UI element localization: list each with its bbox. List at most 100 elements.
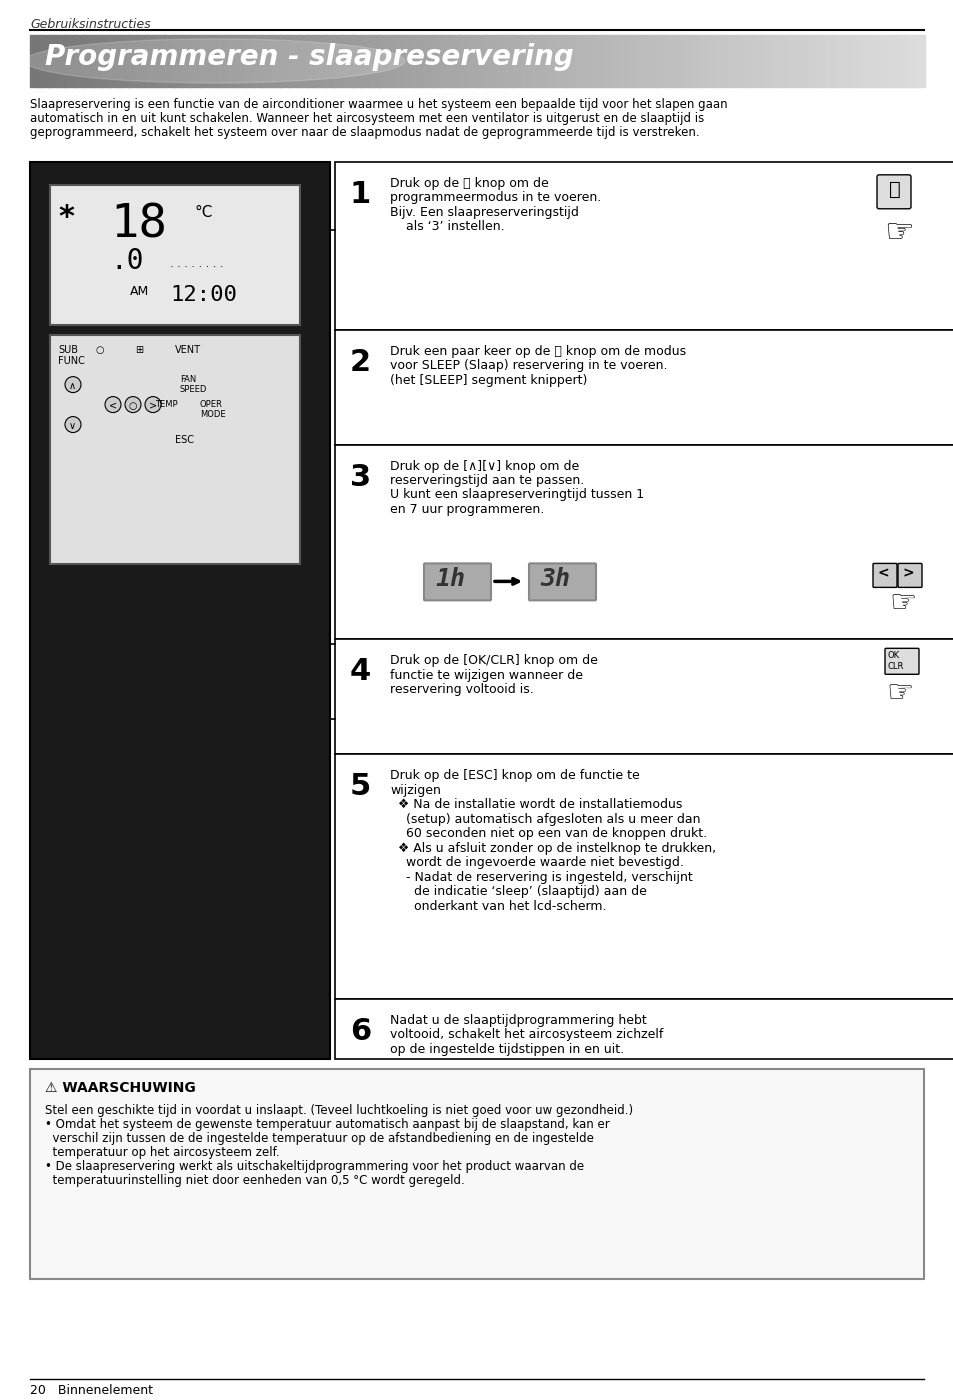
- Text: 4: 4: [350, 658, 371, 686]
- Bar: [468, 35, 477, 87]
- Bar: [744, 35, 755, 87]
- Bar: [530, 35, 540, 87]
- Text: voor SLEEP (Slaap) reservering in te voeren.: voor SLEEP (Slaap) reservering in te voe…: [390, 360, 667, 372]
- Bar: [503, 35, 514, 87]
- Text: ☞: ☞: [888, 589, 916, 619]
- Bar: [914, 35, 924, 87]
- Bar: [209, 35, 218, 87]
- Bar: [199, 35, 210, 87]
- Bar: [593, 35, 602, 87]
- Bar: [512, 35, 522, 87]
- Bar: [30, 162, 330, 1058]
- Text: ☞: ☞: [883, 217, 913, 249]
- Text: >: >: [149, 400, 157, 410]
- Bar: [655, 35, 665, 87]
- Bar: [664, 35, 674, 87]
- Text: 2: 2: [350, 347, 371, 377]
- Bar: [289, 35, 299, 87]
- Text: Slaapreservering is een functie van de airconditioner waarmee u het systeem een : Slaapreservering is een functie van de a…: [30, 98, 727, 111]
- Bar: [164, 35, 173, 87]
- Text: 5: 5: [350, 773, 371, 801]
- Text: ⚠ WAARSCHUWING: ⚠ WAARSCHUWING: [45, 1081, 195, 1095]
- Bar: [235, 35, 245, 87]
- Text: <: <: [109, 400, 117, 410]
- Bar: [315, 35, 326, 87]
- Bar: [824, 35, 835, 87]
- Text: FAN
SPEED: FAN SPEED: [180, 375, 207, 393]
- Text: SUB
FUNC: SUB FUNC: [58, 344, 85, 367]
- Bar: [700, 35, 710, 87]
- Text: wijzigen: wijzigen: [390, 784, 440, 797]
- Bar: [39, 35, 49, 87]
- Text: ⏰: ⏰: [888, 179, 900, 199]
- Text: Gebruiksinstructies: Gebruiksinstructies: [30, 18, 151, 31]
- Bar: [762, 35, 772, 87]
- Bar: [575, 35, 585, 87]
- Bar: [92, 35, 102, 87]
- Bar: [834, 35, 843, 87]
- Bar: [119, 35, 130, 87]
- Text: automatisch in en uit kunt schakelen. Wanneer het aircosysteem met een ventilato: automatisch in en uit kunt schakelen. Wa…: [30, 112, 703, 125]
- Bar: [217, 35, 228, 87]
- Bar: [611, 35, 620, 87]
- Bar: [887, 35, 897, 87]
- Text: wordt de ingevoerde waarde niet bevestigd.: wordt de ingevoerde waarde niet bevestig…: [390, 857, 683, 869]
- Text: Druk een paar keer op de ⓣ knop om de modus: Druk een paar keer op de ⓣ knop om de mo…: [390, 344, 685, 357]
- Text: geprogrammeerd, schakelt het systeem over naar de slaapmodus nadat de geprogramm: geprogrammeerd, schakelt het systeem ove…: [30, 126, 699, 139]
- FancyBboxPatch shape: [529, 563, 596, 601]
- Bar: [458, 35, 469, 87]
- Text: Druk op de ⓣ knop om de: Druk op de ⓣ knop om de: [390, 176, 548, 190]
- Bar: [307, 35, 316, 87]
- Bar: [253, 35, 263, 87]
- Bar: [66, 35, 75, 87]
- Bar: [378, 35, 388, 87]
- Bar: [682, 35, 692, 87]
- Bar: [807, 35, 817, 87]
- Text: Nadat u de slaaptijdprogrammering hebt: Nadat u de slaaptijdprogrammering hebt: [390, 1014, 646, 1028]
- Bar: [798, 35, 808, 87]
- Text: onderkant van het lcd-scherm.: onderkant van het lcd-scherm.: [390, 900, 606, 913]
- Bar: [432, 35, 442, 87]
- Bar: [816, 35, 826, 87]
- Text: U kunt een slaapreserveringtijd tussen 1: U kunt een slaapreserveringtijd tussen 1: [390, 489, 643, 501]
- Text: • De slaapreservering werkt als uitschakeltijdprogrammering voor het product waa: • De slaapreservering werkt als uitschak…: [45, 1159, 583, 1173]
- Text: ○: ○: [95, 344, 103, 354]
- Bar: [852, 35, 862, 87]
- Circle shape: [105, 396, 121, 413]
- Bar: [646, 35, 656, 87]
- Bar: [335, 162, 953, 329]
- Bar: [101, 35, 112, 87]
- Bar: [271, 35, 281, 87]
- Text: verschil zijn tussen de de ingestelde temperatuur op de afstandbediening en de i: verschil zijn tussen de de ingestelde te…: [45, 1131, 594, 1145]
- Bar: [539, 35, 549, 87]
- Bar: [557, 35, 567, 87]
- Bar: [905, 35, 915, 87]
- Text: Druk op de [OK/CLR] knop om de: Druk op de [OK/CLR] knop om de: [390, 654, 598, 668]
- Text: ∨: ∨: [69, 420, 76, 431]
- Bar: [30, 1068, 923, 1278]
- Text: Programmeren - slaapreservering: Programmeren - slaapreservering: [45, 43, 573, 71]
- Text: · · · · · · · ·: · · · · · · · ·: [170, 262, 223, 272]
- Text: reserveringstijd aan te passen.: reserveringstijd aan te passen.: [390, 475, 583, 487]
- Bar: [601, 35, 612, 87]
- Bar: [84, 35, 93, 87]
- Bar: [146, 35, 156, 87]
- Text: en 7 uur programmeren.: en 7 uur programmeren.: [390, 503, 543, 517]
- Text: <: <: [877, 567, 889, 581]
- Text: functie te wijzigen wanneer de: functie te wijzigen wanneer de: [390, 669, 582, 682]
- Bar: [869, 35, 880, 87]
- Bar: [485, 35, 496, 87]
- Text: AM: AM: [130, 284, 149, 298]
- Text: ❖ Na de installatie wordt de installatiemodus: ❖ Na de installatie wordt de installatie…: [390, 798, 681, 811]
- Bar: [450, 35, 459, 87]
- FancyBboxPatch shape: [872, 563, 896, 588]
- Bar: [335, 329, 953, 445]
- Text: 60 seconden niet op een van de knoppen drukt.: 60 seconden niet op een van de knoppen d…: [390, 827, 706, 840]
- Bar: [111, 35, 120, 87]
- Bar: [280, 35, 290, 87]
- Text: >: >: [902, 567, 914, 581]
- Text: voltooid, schakelt het aircosysteem zichzelf: voltooid, schakelt het aircosysteem zich…: [390, 1029, 662, 1042]
- Bar: [495, 35, 504, 87]
- Text: 20   Binnenelement: 20 Binnenelement: [30, 1383, 152, 1397]
- Text: *: *: [58, 203, 74, 232]
